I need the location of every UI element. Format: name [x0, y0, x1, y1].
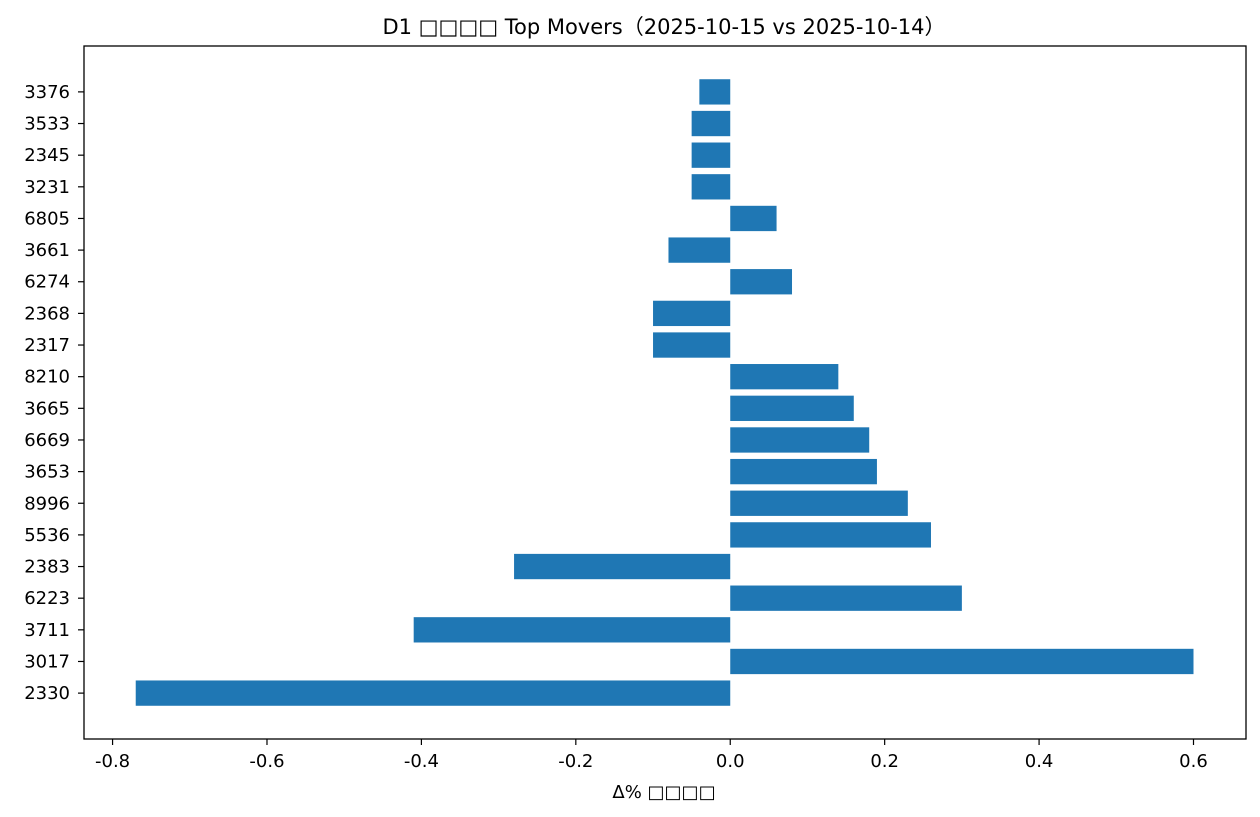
y-tick-label: 8210: [24, 367, 70, 388]
bar-2345: [691, 142, 731, 168]
x-tick-label: 0.6: [1179, 751, 1208, 772]
x-tick-label: 0.4: [1025, 751, 1054, 772]
bar-8996: [730, 490, 908, 516]
bar-2317: [653, 332, 731, 358]
y-tick-label: 3661: [24, 240, 70, 261]
y-tick-label: 2383: [24, 557, 70, 578]
y-tick-label: 2345: [24, 145, 70, 166]
x-tick-label: -0.4: [404, 751, 439, 772]
x-tick-label: -0.2: [558, 751, 593, 772]
bar-3711: [413, 617, 731, 643]
y-tick-label: 6223: [24, 588, 70, 609]
y-tick-label: 3653: [24, 462, 70, 483]
y-axis: 2330 3017 3711 6223 2383 5536 8996 3653 6669 3665…: [24, 82, 84, 704]
bar-6805: [730, 205, 777, 232]
bar-3231: [691, 174, 731, 200]
bar-6274: [730, 269, 793, 295]
y-tick-label: 2368: [24, 303, 70, 324]
y-tick-label: 6805: [24, 208, 70, 229]
x-tick-label: -0.6: [249, 751, 284, 772]
bars: [135, 79, 1194, 706]
bar-3376: [699, 79, 731, 105]
bar-8210: [730, 364, 839, 390]
plot-frame: [83, 45, 1247, 740]
x-axis: -0.8 -0.6 -0.4 -0.2 0.0 0.2 0.4 0.6: [95, 739, 1208, 772]
chart-title: D1 □□□□ Top Movers（2025-10-15 vs 2025-10…: [382, 15, 945, 39]
bar-3017: [730, 648, 1194, 675]
y-tick-label: 2330: [24, 683, 70, 704]
bar-3665: [730, 395, 854, 421]
x-tick-label: 0.0: [716, 751, 745, 772]
bar-2368: [653, 300, 731, 327]
x-tick-label: 0.2: [870, 751, 899, 772]
bar-5536: [730, 522, 931, 548]
y-tick-label: 3665: [24, 398, 70, 419]
y-tick-label: 2317: [24, 335, 70, 356]
bar-6223: [730, 585, 962, 611]
bar-6669: [730, 427, 870, 453]
y-tick-label: 3376: [24, 82, 70, 103]
y-tick-label: 3231: [24, 177, 70, 198]
x-tick-label: -0.8: [95, 751, 130, 772]
y-tick-label: 6274: [24, 272, 70, 293]
bar-2383: [514, 553, 731, 580]
y-tick-label: 3533: [24, 114, 70, 135]
y-tick-label: 3711: [24, 620, 70, 641]
y-tick-label: 6669: [24, 430, 70, 451]
bar-2330: [135, 680, 731, 706]
bar-3661: [668, 237, 731, 263]
y-tick-label: 8996: [24, 493, 70, 514]
y-tick-label: 5536: [24, 525, 70, 546]
x-axis-label: Δ% □□□□: [612, 782, 715, 803]
bar-3533: [691, 110, 731, 137]
bar-3653: [730, 458, 877, 485]
y-tick-label: 3017: [24, 651, 70, 672]
